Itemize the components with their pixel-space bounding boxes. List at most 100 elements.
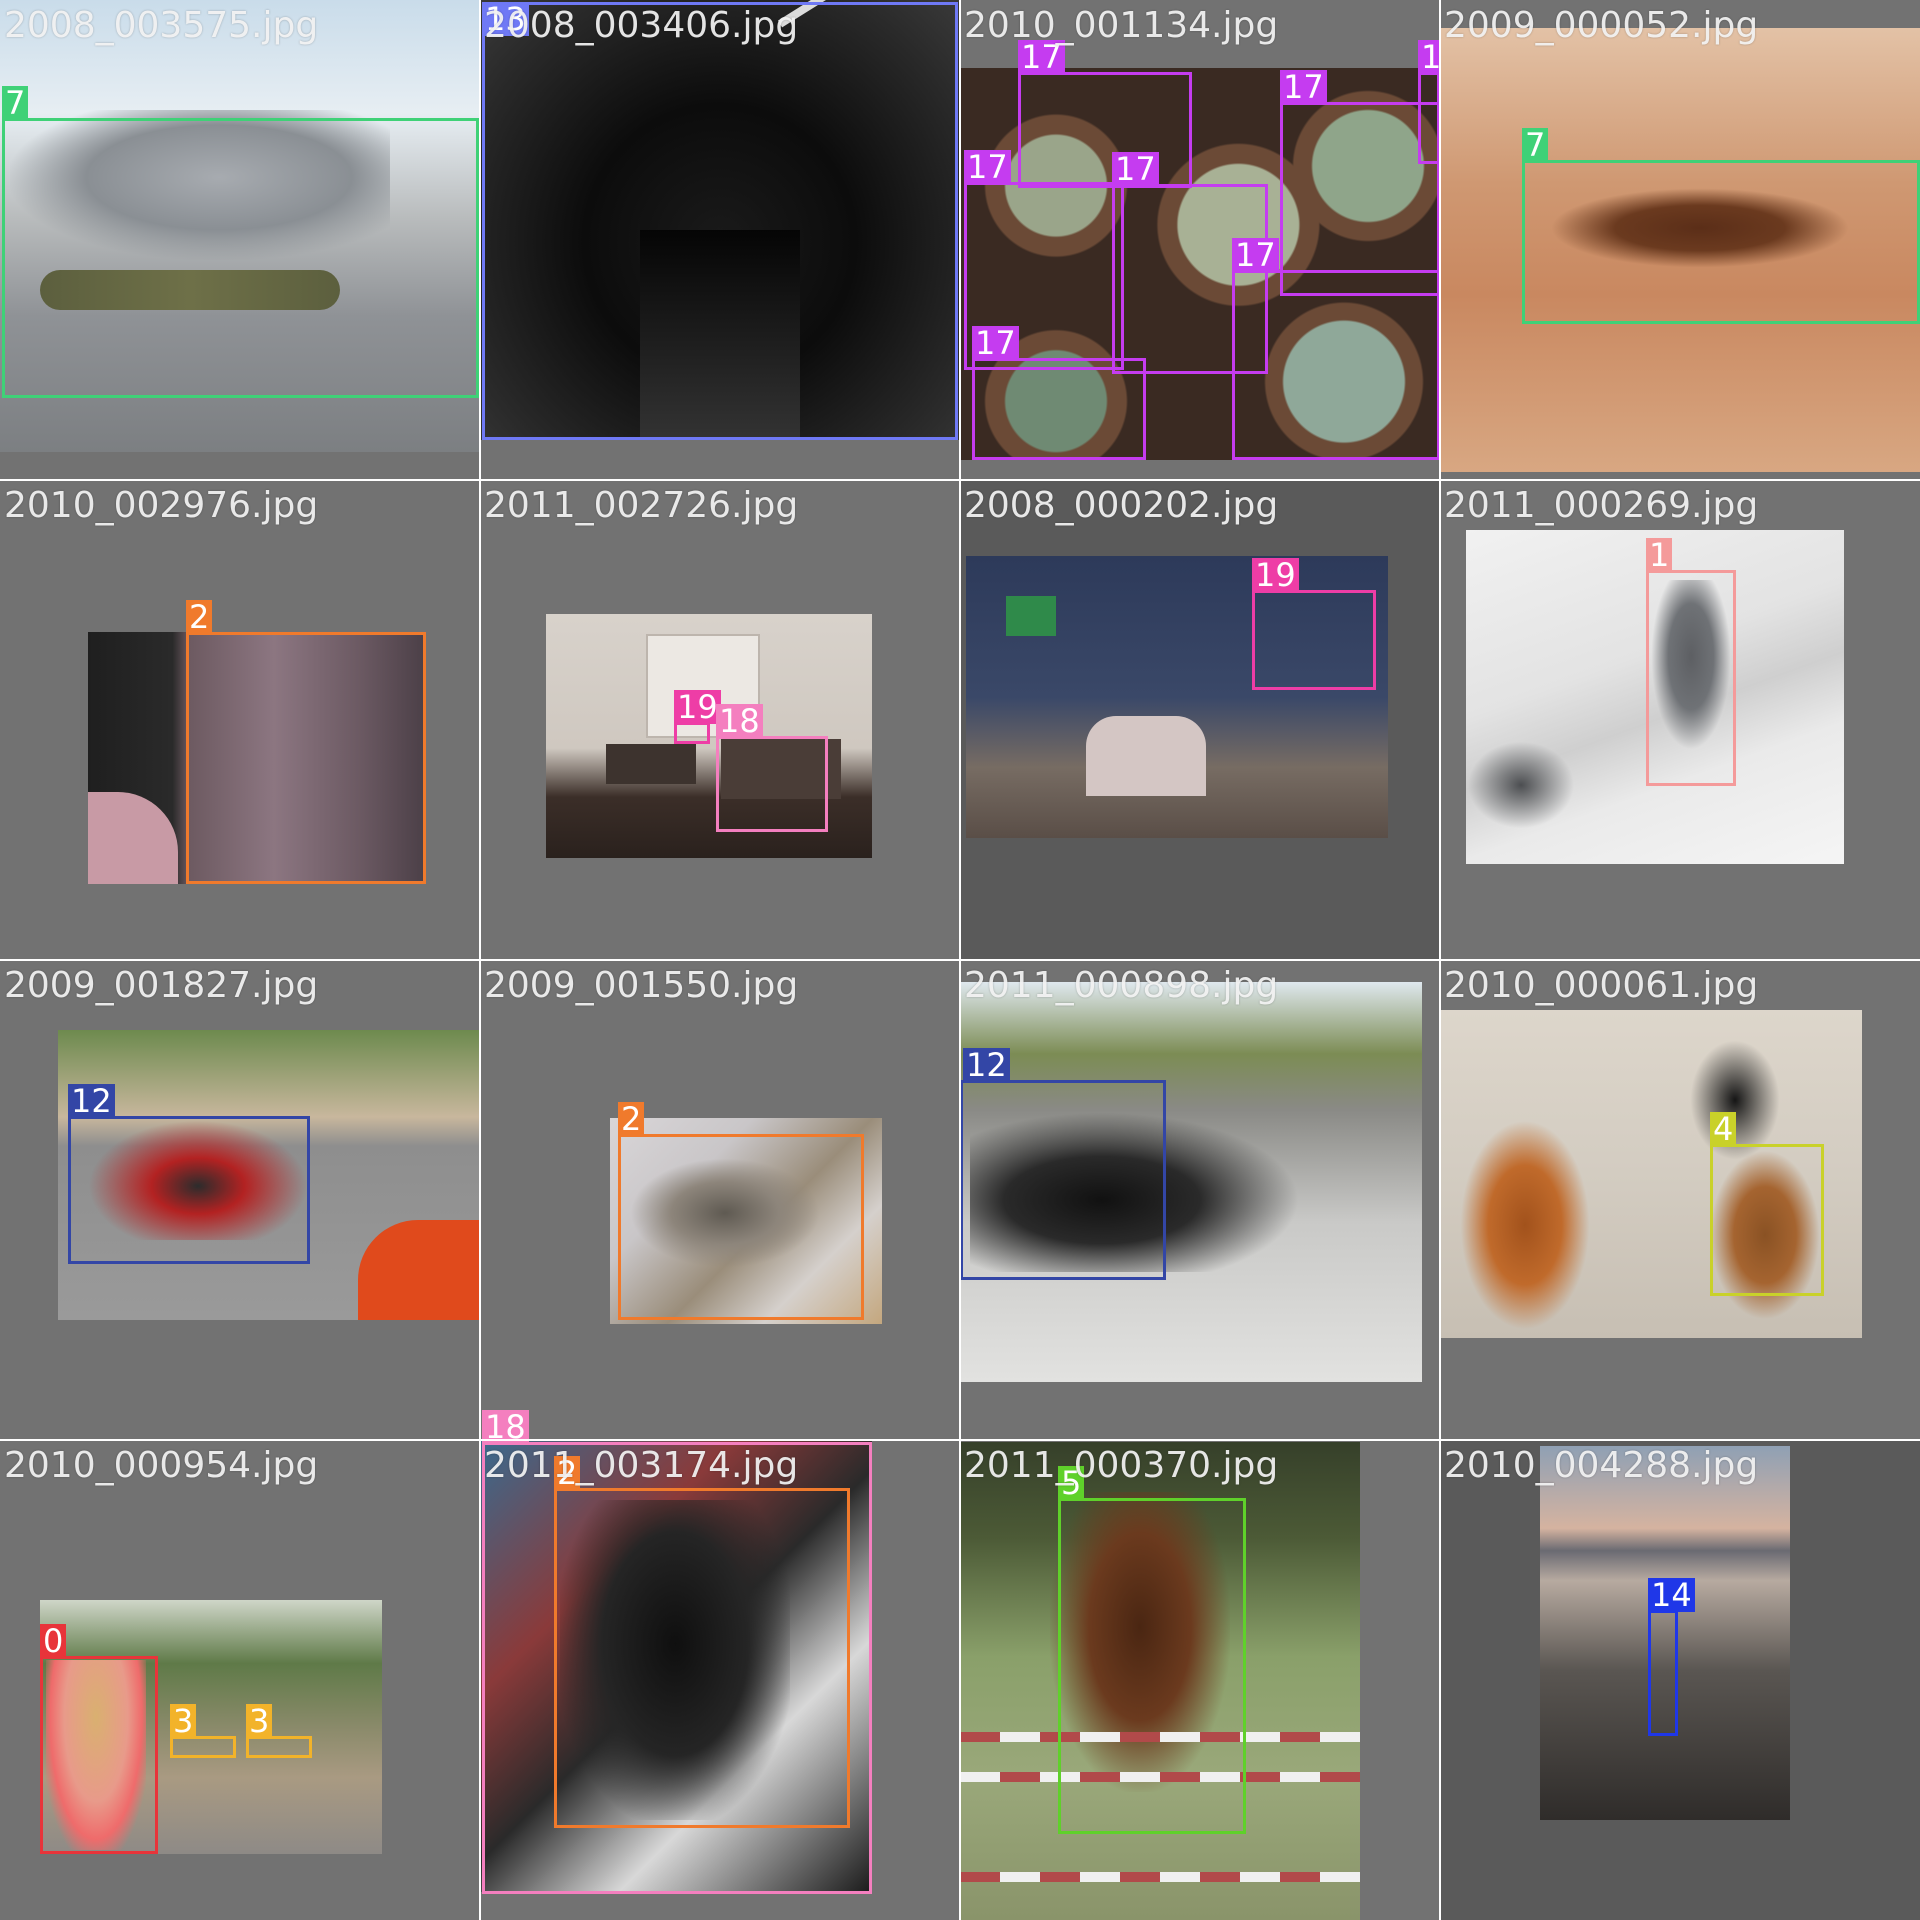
bounding-box: 17 — [1280, 70, 1440, 296]
class-tag: 17 — [964, 150, 1011, 184]
photo-parked-motorcycles — [960, 982, 1422, 1382]
class-tag: 14 — [1648, 1578, 1695, 1612]
photo-horse-jumping — [960, 1442, 1360, 1920]
bounding-box: 12 — [960, 1048, 1166, 1280]
horse-shape — [1050, 1492, 1230, 1792]
filename-label: 2009_001550.jpg — [484, 965, 799, 1006]
jump-rail — [960, 1772, 1360, 1782]
bounding-box: 17 — [1112, 152, 1268, 374]
bounding-box: 7 — [2, 86, 479, 398]
bounding-box: 0 — [40, 1624, 158, 1854]
woman-shape — [46, 1660, 146, 1850]
filename-label: 2011_000269.jpg — [1444, 485, 1759, 526]
mosaic-tile-living-room: 2011_002726.jpg 19 18 — [480, 480, 960, 960]
biplane-shape — [1550, 188, 1850, 268]
bounding-box: 13 — [482, 2, 958, 440]
racer-shape — [88, 1120, 308, 1240]
jump-rail — [960, 1732, 1360, 1742]
pink-blanket-shape — [88, 792, 178, 884]
pigeon-shape — [1466, 740, 1576, 830]
jump-rail — [960, 1872, 1360, 1882]
munitions-shape — [40, 270, 340, 310]
class-tag: 7 — [1522, 128, 1549, 162]
bounding-box: 2 — [186, 600, 426, 884]
bounding-box: 18 — [482, 1410, 872, 1894]
bounding-box: 14 — [1648, 1578, 1695, 1736]
mosaic-tile-dogs: 2010_000061.jpg 4 — [1440, 960, 1920, 1440]
mosaic-tile-tunnel: 2008_003406.jpg 13 — [480, 0, 960, 480]
cat-shape — [560, 1500, 790, 1820]
mosaic-tile-zoo: 2010_000954.jpg 0 3 3 — [0, 1440, 480, 1920]
class-tag: 3 — [246, 1704, 273, 1738]
tabby-cat-shape — [630, 1158, 820, 1268]
filename-label: 2008_003575.jpg — [4, 5, 319, 46]
mosaic-tile-pigeons: 2011_000269.jpg 1 — [1440, 480, 1920, 960]
mosaic-tile-motorcycles: 2011_000898.jpg 12 — [960, 960, 1440, 1440]
bounding-box: 2 — [618, 1102, 864, 1320]
filename-label: 2011_002726.jpg — [484, 485, 799, 526]
mosaic-tile-racer: 2009_001827.jpg 12 — [0, 960, 480, 1440]
class-tag: 2 — [186, 600, 213, 634]
bounding-box: 7 — [1522, 128, 1920, 324]
filename-label: 2009_001827.jpg — [4, 965, 319, 1006]
class-tag: 2 — [618, 1102, 645, 1136]
mosaic-tile-tabby: 2009_001550.jpg 2 — [480, 960, 960, 1440]
sectional-shape — [721, 739, 841, 799]
class-tag: 12 — [963, 1048, 1010, 1082]
class-tag: 4 — [1710, 1112, 1737, 1146]
class-tag: 12 — [68, 1084, 115, 1118]
bounding-box: 4 — [1710, 1112, 1824, 1296]
mosaic-tile-biplane: 2009_000052.jpg 7 — [1440, 0, 1920, 480]
class-tag: 19 — [674, 690, 721, 724]
pigeon-shape — [1651, 580, 1731, 750]
bounding-box: 2 — [554, 1456, 850, 1828]
class-tag: 13 — [482, 2, 529, 36]
class-tag: 17 — [1280, 70, 1327, 104]
photo-motorcycle-racer — [58, 1030, 480, 1320]
motorcycles-shape — [970, 1112, 1300, 1272]
photo-biplane — [1440, 28, 1920, 472]
photo-black-white-cat — [480, 1440, 872, 1892]
mosaic-tile-dusk: 2010_004288.jpg 14 — [1440, 1440, 1920, 1920]
mosaic-tile-grey-cat: 2010_002976.jpg 2 — [0, 480, 480, 960]
photo-grey-cat — [88, 632, 426, 884]
photo-woman-zoo — [40, 1600, 382, 1854]
class-tag: 3 — [170, 1704, 197, 1738]
jet-shape — [10, 110, 390, 260]
mosaic-tile-horse: 2011_000370.jpg 5 — [960, 1440, 1440, 1920]
bounding-box: 17 — [1232, 238, 1440, 460]
mosaic-tile-jet: 2008_003575.jpg 7 — [0, 0, 480, 480]
brown-dog-shape — [1710, 1150, 1820, 1320]
bounding-box: 1 — [1646, 538, 1736, 786]
grid-separator — [0, 959, 1920, 961]
class-tag: 17 — [972, 326, 1019, 360]
filename-label: 2011_000370.jpg — [964, 1445, 1279, 1486]
people-shape — [1086, 716, 1206, 796]
filename-label: 2010_000954.jpg — [4, 1445, 319, 1486]
photo-beach-dusk — [1540, 1446, 1790, 1820]
bounding-box: 19 — [674, 690, 721, 744]
bounding-box: 17 — [1018, 40, 1192, 188]
photo-tunnel — [480, 0, 960, 440]
photo-potted-cacti — [960, 68, 1440, 460]
filename-label: 2010_000061.jpg — [1444, 965, 1759, 1006]
photo-jet-fighter — [0, 0, 480, 452]
filename-label: 2008_000202.jpg — [964, 485, 1279, 526]
grid-separator — [0, 1439, 1920, 1441]
bounding-box: 19 — [1252, 558, 1376, 690]
class-tag: 17 — [1232, 238, 1279, 272]
filename-label: 2011_000898.jpg — [964, 965, 1279, 1006]
class-tag: 5 — [1058, 1466, 1085, 1500]
filename-label: 2010_004288.jpg — [1444, 1445, 1759, 1486]
filename-label: 2011_003174.jpg — [484, 1445, 799, 1486]
filename-label: 2009_000052.jpg — [1444, 5, 1759, 46]
bounding-box: 3 — [170, 1704, 236, 1758]
bounding-box: 17 — [972, 326, 1146, 460]
beagle-shape — [1460, 1120, 1590, 1330]
filename-label: 2010_002976.jpg — [4, 485, 319, 526]
class-tag: 17 — [1018, 40, 1065, 74]
photo-interview-booth — [966, 556, 1388, 838]
class-tag: 17 — [1112, 152, 1159, 186]
barrier-shape — [358, 1220, 480, 1320]
